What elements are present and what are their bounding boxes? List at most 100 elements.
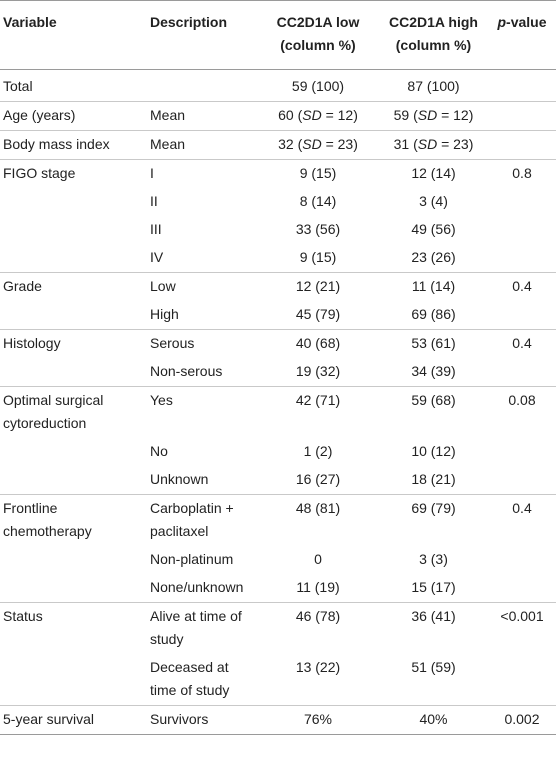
- cell-description: Survivors: [147, 705, 257, 735]
- cell-description: Non-serous: [150, 363, 223, 379]
- table-row: High 45 (79) 69 (86): [0, 301, 556, 330]
- table-row: III 33 (56) 49 (56): [0, 216, 556, 244]
- cell-p-value: [488, 466, 556, 495]
- cell-variable: [0, 574, 147, 603]
- table-row: No 1 (2) 10 (12): [0, 438, 556, 466]
- cell-p-value: [488, 244, 556, 273]
- table-row: FIGO stage I 9 (15) 12 (14) 0.8: [0, 159, 556, 188]
- cell-description: Unknown: [150, 471, 209, 487]
- cell-variable: Body mass index: [0, 130, 147, 160]
- cell-cc2d1a-low: 60 (SD = 12): [257, 101, 379, 131]
- cell-description: Low: [147, 272, 257, 301]
- cell-cc2d1a-low: 59 (100): [257, 69, 379, 102]
- cell-cc2d1a-high: 31 (SD = 23): [379, 130, 488, 160]
- cell-variable: [0, 244, 147, 273]
- cell-cc2d1a-high: 3 (3): [419, 551, 448, 567]
- cell-description: None/unknown: [150, 579, 244, 595]
- cell-description: Mean: [147, 130, 257, 160]
- table-row: Non-serous 19 (32) 34 (39): [0, 358, 556, 387]
- cell-variable: Age (years): [0, 101, 147, 131]
- table-row: Status Alive at time of study 46 (78) 36 (4…: [0, 602, 556, 654]
- sd-italic: SD: [302, 136, 322, 152]
- cell-cc2d1a-low: 40 (68): [257, 329, 379, 358]
- cell-cc2d1a-low: 48 (81): [257, 494, 379, 546]
- cell-cc2d1a-high: 18 (21): [411, 471, 456, 487]
- table-row: Grade Low 12 (21) 11 (14) 0.4: [0, 272, 556, 301]
- header-cc2d1a-low: CC2D1A low (column %): [257, 0, 379, 70]
- cell-p-value: 0.4: [488, 272, 556, 301]
- cell-variable: Status: [0, 602, 147, 654]
- cell-description: Serous: [147, 329, 257, 358]
- cell-variable: [0, 654, 147, 706]
- cell-cc2d1a-low: 0: [314, 551, 322, 567]
- cell-variable: 5-year survival: [0, 705, 147, 735]
- cell-description: I: [147, 159, 257, 188]
- table-row: Non-platinum 0 3 (3): [0, 546, 556, 574]
- cell-description: Carboplatin + paclitaxel: [147, 494, 257, 546]
- cell-description: Alive at time of study: [147, 602, 257, 654]
- table-row: Unknown 16 (27) 18 (21): [0, 466, 556, 495]
- cell-cc2d1a-low: 19 (32): [295, 363, 341, 379]
- cell-cc2d1a-high: 10 (12): [411, 443, 456, 459]
- cell-p-value: <0.001: [488, 602, 556, 654]
- cell-variable: Histology: [0, 329, 147, 358]
- table-row: Frontline chemotherapy Carboplatin + pacl…: [0, 494, 556, 546]
- cell-cc2d1a-low: 46 (78): [257, 602, 379, 654]
- cell-variable: [0, 216, 147, 244]
- cell-variable: [0, 301, 147, 330]
- cell-variable: Frontline chemotherapy: [0, 494, 147, 546]
- header-variable: Variable: [0, 0, 147, 70]
- table-row: None/unknown 11 (19) 15 (17): [0, 574, 556, 603]
- cell-description: [147, 69, 257, 102]
- cell-cc2d1a-low: 1 (2): [303, 443, 333, 459]
- cell-description: Non-platinum: [150, 551, 234, 567]
- cell-p-value: [488, 438, 556, 466]
- header-row: Variable Description CC2D1A low (column …: [0, 0, 556, 70]
- header-cc2d1a-high: CC2D1A high (column %): [379, 0, 488, 70]
- cell-variable: [0, 546, 147, 574]
- cell-p-value: [488, 358, 556, 387]
- cell-cc2d1a-high: 12 (14): [379, 159, 488, 188]
- cell-cc2d1a-high: 87 (100): [379, 69, 488, 102]
- cell-cc2d1a-low: 12 (21): [257, 272, 379, 301]
- header-p-italic: p: [497, 14, 507, 30]
- table-row: Body mass index Mean 32 (SD = 23) 31 (SD = …: [0, 130, 556, 160]
- cell-p-value: 0.8: [488, 159, 556, 188]
- cell-variable: FIGO stage: [0, 159, 147, 188]
- cell-p-value: 0.4: [488, 329, 556, 358]
- header-p-value: p-value: [488, 0, 556, 70]
- cell-p-value: 0.002: [488, 705, 556, 735]
- table-body: Total 59 (100) 87 (100) Age (years) Mean 60 (…: [0, 69, 556, 735]
- cell-description: High: [150, 306, 179, 322]
- cell-p-value: [488, 301, 556, 330]
- cell-cc2d1a-high: 53 (61): [379, 329, 488, 358]
- cell-cc2d1a-high: 11 (14): [379, 272, 488, 301]
- cell-description: IV: [150, 249, 164, 265]
- cell-cc2d1a-low: 76%: [257, 705, 379, 735]
- cell-cc2d1a-high: 59 (68): [379, 386, 488, 438]
- cell-p-value: [488, 654, 556, 706]
- cell-description: III: [150, 221, 162, 237]
- cell-p-value: [488, 216, 556, 244]
- cell-variable: Grade: [0, 272, 147, 301]
- table-row: II 8 (14) 3 (4): [0, 188, 556, 216]
- cell-variable: Total: [0, 69, 147, 102]
- cell-p-value: 0.4: [488, 494, 556, 546]
- table-row: Deceased at time of study 13 (22) 51 (59): [0, 654, 556, 706]
- cell-cc2d1a-high: 49 (56): [411, 221, 456, 237]
- cell-cc2d1a-low: 9 (15): [257, 159, 379, 188]
- cell-cc2d1a-high: 69 (79): [379, 494, 488, 546]
- table-row: 5-year survival Survivors 76% 40% 0.002: [0, 705, 556, 735]
- cell-cc2d1a-high: 23 (26): [411, 249, 456, 265]
- cell-cc2d1a-high: 36 (41): [379, 602, 488, 654]
- cell-variable: Optimal surgical cytoreduction: [0, 386, 147, 438]
- table-row: Histology Serous 40 (68) 53 (61) 0.4: [0, 329, 556, 358]
- cell-cc2d1a-low: 33 (56): [295, 221, 341, 237]
- cell-description: Deceased at time of study: [150, 659, 230, 698]
- cell-variable: [0, 188, 147, 216]
- cell-cc2d1a-low: 16 (27): [295, 471, 341, 487]
- cell-cc2d1a-low: 8 (14): [299, 193, 337, 209]
- table-row: Total 59 (100) 87 (100): [0, 69, 556, 102]
- cell-p-value: [488, 130, 556, 160]
- cell-description: No: [150, 443, 168, 459]
